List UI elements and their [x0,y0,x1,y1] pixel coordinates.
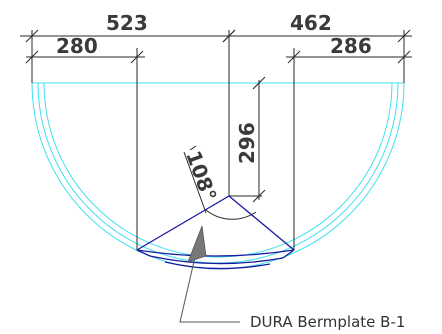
callout-label: DURA Bermplate B-1 [250,313,405,331]
tick [130,50,144,64]
plate-arc-3 [164,261,271,270]
angle-leader-2 [189,145,197,151]
tick [25,50,39,64]
plate-arc-2 [149,255,284,265]
tub-outline [31,82,405,270]
callout-leader [179,225,240,323]
tick [252,76,266,90]
plate-side-right [282,249,295,259]
plate-arc-1 [136,249,295,257]
plate-side-left [136,249,151,257]
angle-leader-1 [183,151,207,214]
dim-text-280: 280 [56,34,98,58]
tick [25,29,39,43]
bermplate [136,195,295,270]
dim-text-462: 462 [290,11,332,35]
leader-arrow [187,225,207,263]
middle-arc [37,82,399,264]
plate-outer [136,195,295,251]
leader-line [179,243,240,323]
tick [287,50,301,64]
angle-text: 108° [181,148,221,205]
outer-arc [31,82,405,270]
tick [222,29,236,43]
dim-text-296: 296 [235,122,259,164]
tick [397,50,411,64]
dimension-lines [20,29,412,203]
dim-text-286: 286 [330,34,372,58]
inner-arc [43,82,393,258]
tick [397,29,411,43]
dim-text-523: 523 [106,11,148,35]
